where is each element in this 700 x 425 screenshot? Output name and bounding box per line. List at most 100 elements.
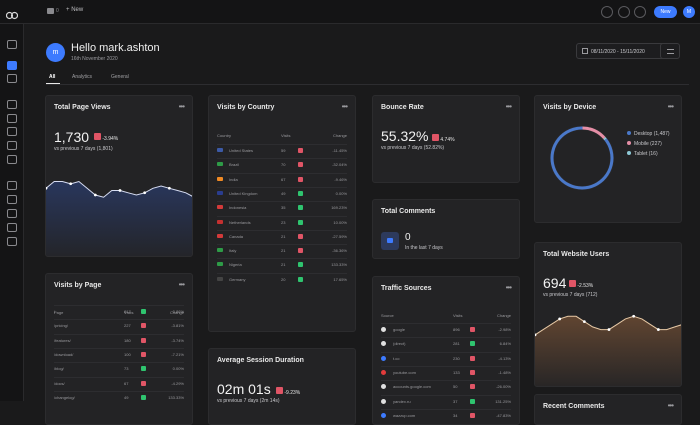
card-traffic-sources: Traffic Sources ••• Source Visits Change… [372,276,520,425]
data-point[interactable] [168,187,171,190]
comments-count: 0 [56,8,59,14]
tab-analytics[interactable]: Analytics [72,74,92,80]
card-title: Traffic Sources [381,285,432,292]
row-change: -32.04% [332,162,347,167]
dashboard-nav-icon[interactable] [7,61,17,70]
comments-icon[interactable] [47,8,54,14]
session-change: -9.23% [284,390,300,396]
folder-nav-icon[interactable] [7,141,17,150]
more-options-icon[interactable]: ••• [668,102,673,111]
more-options-icon[interactable]: ••• [506,283,511,292]
page-row[interactable]: /docs/67-4.29% [54,377,184,387]
card-recent-comments: Recent Comments ••• [534,394,682,425]
data-point[interactable] [94,194,97,197]
new-button[interactable]: New [654,6,677,18]
data-point[interactable] [143,191,146,194]
new-link[interactable]: + New [66,7,83,13]
more-options-icon[interactable]: ••• [668,401,673,410]
calendar-icon [582,48,588,54]
trend-up-icon [298,205,303,210]
more-options-icon[interactable]: ••• [506,102,511,111]
trend-up-icon [298,191,303,196]
tab-all[interactable]: All [49,74,55,80]
area-fill [535,316,682,387]
date-range-text: 08/11/2020 - 15/11/2020 [591,49,645,55]
mail-nav-icon[interactable] [7,127,17,136]
more-options-icon[interactable]: ••• [179,280,184,289]
filter-button[interactable] [660,43,680,59]
settings-icon[interactable] [634,6,646,18]
search-icon[interactable] [601,6,613,18]
chat-nav-icon[interactable] [7,155,17,164]
country-flag-icon [217,148,223,152]
row-name: /docs/ [54,381,65,386]
main-content: m Hello mark.ashton 16th November 2020 A… [24,24,700,401]
country-row[interactable]: Brazil 70 -32.04% [217,158,347,168]
col-visits: Visits [281,133,290,138]
page-row[interactable]: /features/180-3.74% [54,334,184,344]
row-visits: 21 [281,234,285,239]
edit-icon[interactable] [618,6,630,18]
row-name: /changelog/ [54,395,75,400]
data-point[interactable] [69,182,72,185]
brush-nav-icon[interactable] [7,209,17,218]
row-visits: 70 [281,162,285,167]
page-row[interactable]: /download/100-7.21% [54,348,184,358]
legend-dot-icon [627,141,631,145]
trend-down-icon [470,384,475,389]
source-favicon-icon [381,356,386,361]
trend-down-icon [298,148,303,153]
more-options-icon[interactable]: ••• [179,102,184,111]
donut-slice[interactable] [583,128,605,138]
data-point[interactable] [632,315,635,318]
donut-slice[interactable] [604,138,605,139]
trend-down-icon [141,381,146,386]
tool-nav-icon[interactable] [7,195,17,204]
page-row[interactable]: /pricing/227-3.81% [54,319,184,329]
row-name: / [54,309,55,314]
country-flag-icon [217,191,223,195]
row-change: 169.23% [331,205,347,210]
list-nav-icon[interactable] [7,74,17,83]
data-point[interactable] [583,320,586,323]
shield-nav-icon[interactable] [7,223,17,232]
calendar-nav-icon[interactable] [7,114,17,123]
menu-nav-icon[interactable] [7,237,17,246]
row-name: India [229,177,238,182]
row-name: Brazil [229,162,239,167]
user-avatar[interactable]: M [683,6,695,18]
more-options-icon[interactable]: ••• [342,102,347,111]
trend-down-icon [470,356,475,361]
data-point[interactable] [608,328,611,331]
tab-general[interactable]: General [111,74,129,80]
data-point[interactable] [119,189,122,192]
grid-nav-icon[interactable] [7,100,17,109]
row-visits: 180 [124,338,131,343]
data-point[interactable] [657,328,660,331]
data-point[interactable] [558,318,561,321]
search-nav-icon[interactable] [7,40,17,49]
logo-icon[interactable] [6,7,18,16]
card-title: Recent Comments [543,403,604,410]
comment-icon [381,232,399,250]
bell-nav-icon[interactable] [7,181,17,190]
